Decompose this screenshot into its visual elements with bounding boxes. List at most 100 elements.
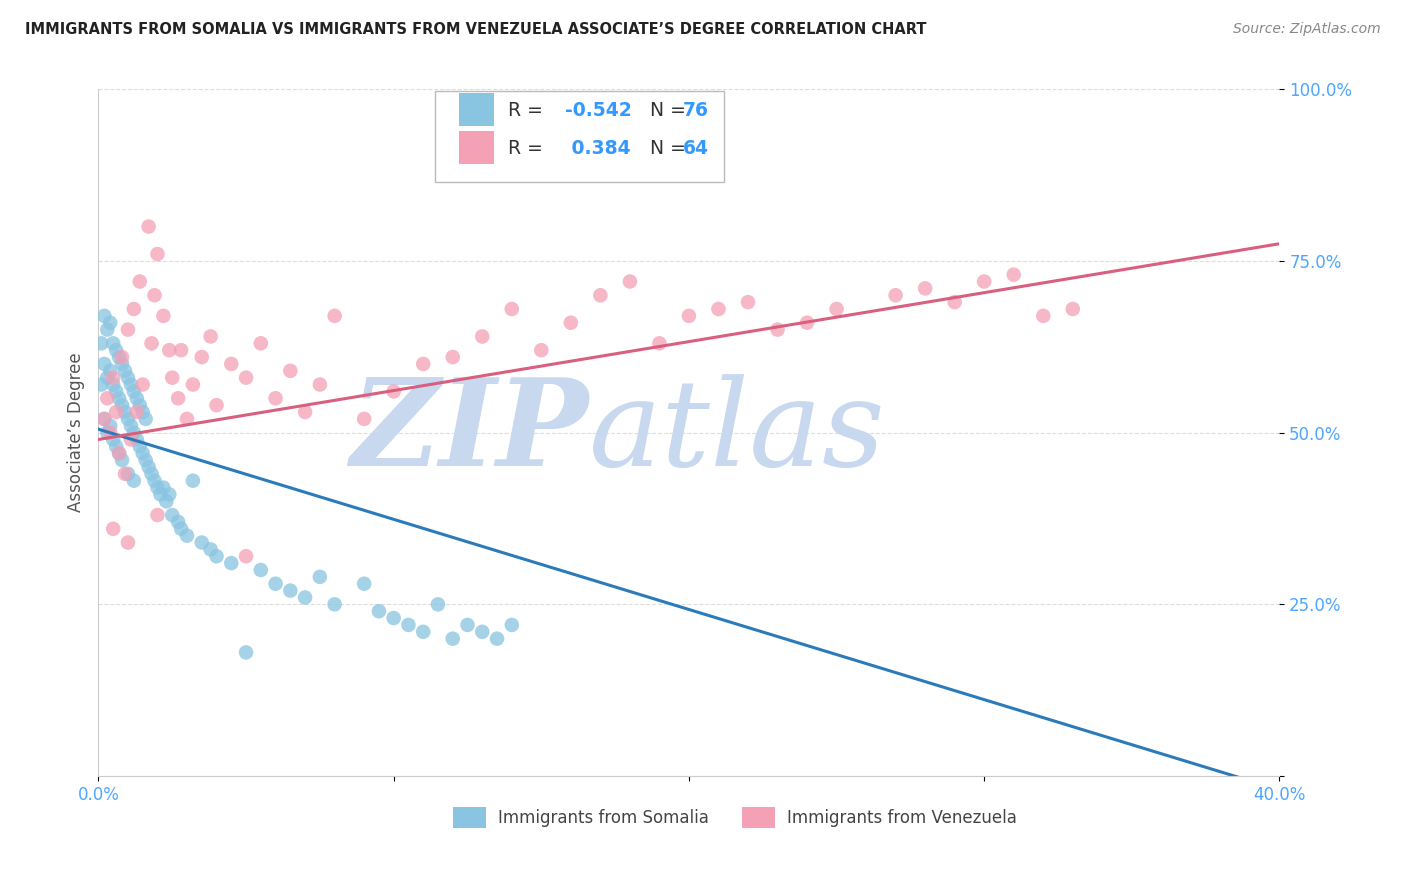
Point [162,370,183,384]
Point [294,591,316,605]
Point [162,508,183,522]
Text: 76: 76 [683,101,709,120]
Point [486,632,509,646]
Point [323,598,346,612]
Point [157,343,180,358]
Point [294,405,316,419]
Text: 0.384: 0.384 [565,139,630,159]
Point [796,316,818,330]
Point [114,467,136,481]
Point [235,370,257,384]
Point [111,350,134,364]
Point [90,336,112,351]
Text: R =: R = [508,101,550,120]
Point [176,412,198,426]
Point [707,301,730,316]
Point [914,281,936,295]
Point [235,645,257,659]
Point [108,446,131,460]
Point [157,487,180,501]
Point [138,219,160,234]
Point [96,370,118,384]
Point [146,481,169,495]
Text: -0.542: -0.542 [565,101,631,120]
Point [117,322,139,336]
Point [132,446,155,460]
Point [382,611,405,625]
Point [170,343,193,358]
Point [501,618,523,632]
Point [560,316,582,330]
Point [264,576,287,591]
Point [250,563,273,577]
Point [138,460,160,475]
Point [128,439,150,453]
Point [353,576,375,591]
Point [128,398,150,412]
Point [114,364,136,378]
Point [368,604,391,618]
Point [98,425,121,440]
Point [152,309,174,323]
Point [96,425,118,440]
Point [103,336,125,351]
Text: ZIP: ZIP [350,374,589,491]
Point [105,405,128,419]
Point [120,418,142,433]
Point [323,309,346,323]
Point [103,377,125,392]
Point [471,329,494,343]
Point [441,632,464,646]
Point [93,412,115,426]
Point [96,322,118,336]
Point [108,391,131,405]
Point [90,377,112,392]
Point [93,309,115,323]
Point [176,528,198,542]
Point [353,412,375,426]
Point [103,433,125,447]
Point [973,275,995,289]
Point [141,336,163,351]
FancyBboxPatch shape [458,131,494,164]
Point [117,535,139,549]
Point [125,405,148,419]
FancyBboxPatch shape [453,807,486,828]
Point [98,418,121,433]
Point [200,542,222,557]
Point [141,467,163,481]
Point [120,377,142,392]
Text: atlas: atlas [589,374,886,491]
Point [619,275,641,289]
Point [766,322,789,336]
Point [1002,268,1025,282]
Point [309,570,332,584]
Point [471,624,494,639]
Point [737,295,759,310]
Point [205,398,228,412]
Point [111,398,134,412]
Point [264,391,287,405]
Point [146,247,169,261]
Point [1032,309,1054,323]
Point [93,357,115,371]
Point [427,598,450,612]
Point [441,350,464,364]
Point [181,377,204,392]
Text: N =: N = [638,101,692,120]
Point [98,316,121,330]
Point [105,343,128,358]
Point [117,467,139,481]
Point [167,391,190,405]
Point [146,508,169,522]
Point [114,405,136,419]
Point [108,446,131,460]
Point [398,618,420,632]
Text: N =: N = [638,139,692,159]
Text: Source: ZipAtlas.com: Source: ZipAtlas.com [1233,22,1381,37]
Point [530,343,553,358]
Point [412,624,434,639]
Point [501,301,523,316]
Point [103,522,125,536]
FancyBboxPatch shape [458,93,494,126]
